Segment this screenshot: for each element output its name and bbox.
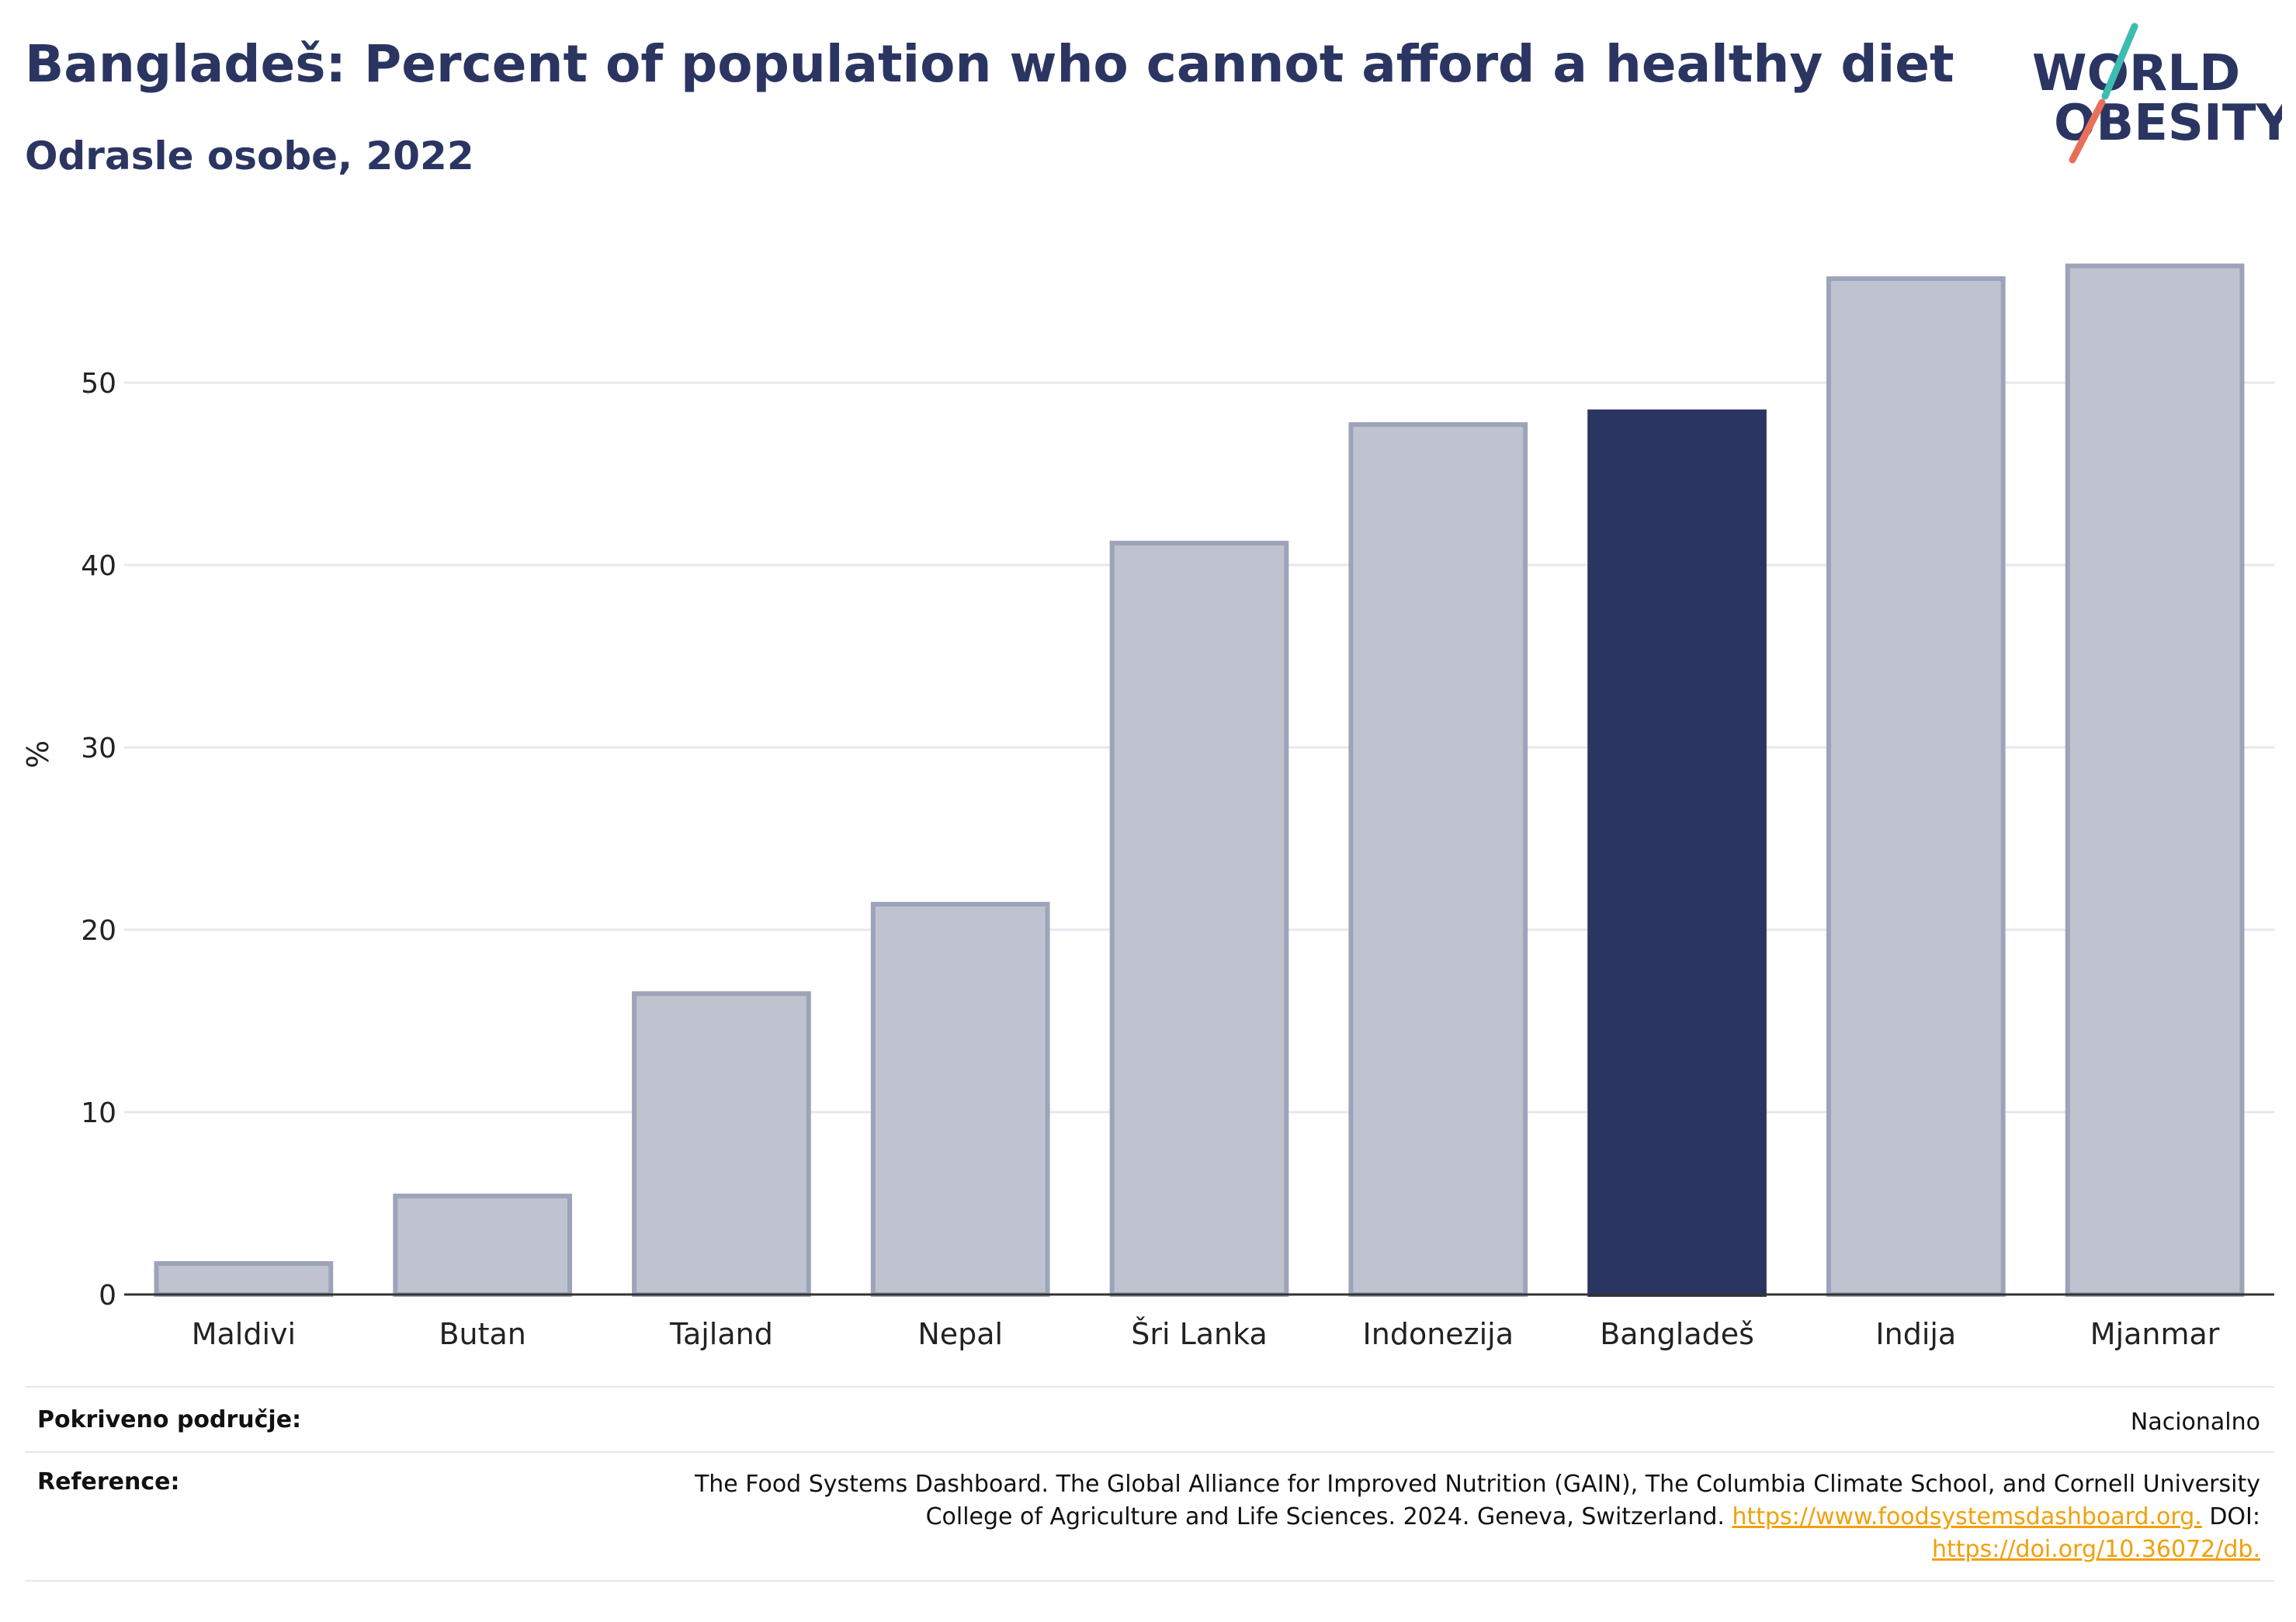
y-tick-label: 20 (81, 915, 116, 947)
reference-link-dashboard[interactable]: https://www.foodsystemsdashboard.org. (1732, 1503, 2202, 1530)
x-tick-label: Šri Lanka (1131, 1317, 1268, 1351)
bar-chart: 0 10 20 30 40 50 Maldivi Butan Tajland Nepal Šri … (21, 263, 2274, 1351)
chart-subtitle: Odrasle osobe, 2022 (25, 133, 474, 178)
bar-butan (393, 1194, 573, 1297)
bar-nepal (870, 902, 1050, 1297)
coverage-value: Nacionalno (2130, 1409, 2260, 1436)
y-tick-label: 40 (81, 550, 116, 582)
reference-text: The Food Systems Dashboard. The Global A… (695, 1468, 2260, 1566)
bar-bangladeš (1587, 409, 1767, 1297)
reference-line-1: The Food Systems Dashboard. The Global A… (694, 1471, 2260, 1498)
y-tick-label: 30 (81, 733, 116, 764)
x-tick-label: Nepal (917, 1317, 1003, 1351)
x-tick-label: Indonezija (1363, 1317, 1514, 1351)
coverage-row: Pokriveno područje: Nacionalno (25, 1406, 2260, 1445)
bar-mjanmar (2065, 263, 2245, 1298)
reference-row: Reference: The Food Systems Dashboard. T… (25, 1468, 2260, 1577)
y-axis-label: % (21, 740, 55, 768)
x-tick-label: Bangladeš (1600, 1317, 1754, 1351)
logo-slash-coral (2069, 99, 2106, 164)
footer-divider-middle (25, 1451, 2274, 1453)
x-tick-label: Indija (1875, 1317, 1956, 1351)
chart-title: Bangladeš: Percent of population who can… (25, 34, 1954, 94)
reference-line-3: https://doi.org/10.36072/db. (695, 1534, 2260, 1566)
bar-indija (1826, 276, 2006, 1297)
x-tick-label: Mjanmar (2090, 1317, 2220, 1351)
y-tick-label: 0 (99, 1280, 116, 1312)
reference-line-2-text: College of Agriculture and Life Sciences… (925, 1503, 1725, 1530)
bars (154, 263, 2245, 1298)
x-axis-labels: Maldivi Butan Tajland Nepal Šri Lanka Indonez… (192, 1317, 2220, 1351)
reference-link-doi[interactable]: https://doi.org/10.36072/db. (1932, 1536, 2260, 1563)
y-tick-label: 50 (81, 368, 116, 400)
bar-maldivi (154, 1261, 334, 1298)
reference-label: Reference: (37, 1468, 180, 1495)
x-tick-label: Butan (439, 1317, 525, 1351)
x-tick-label: Maldivi (192, 1317, 296, 1351)
logo-word-world: WORLD (2032, 45, 2240, 102)
footer-divider-bottom (25, 1580, 2274, 1582)
world-obesity-logo: WORLD OBESITY (2032, 23, 2282, 164)
reference-line-2: College of Agriculture and Life Sciences… (695, 1501, 2260, 1534)
y-tick-label: 10 (81, 1097, 116, 1129)
bar-šri-lanka (1109, 540, 1289, 1297)
bar-tajland (632, 991, 811, 1297)
coverage-label: Pokriveno područje: (37, 1406, 302, 1433)
reference-doi-label: DOI: (2209, 1503, 2260, 1530)
footer-divider-top (25, 1386, 2274, 1388)
logo-slash-teal (2101, 23, 2138, 100)
x-tick-label: Tajland (669, 1317, 773, 1351)
bar-indonezija (1348, 422, 1528, 1297)
y-axis-ticks: 0 10 20 30 40 50 (81, 368, 116, 1312)
